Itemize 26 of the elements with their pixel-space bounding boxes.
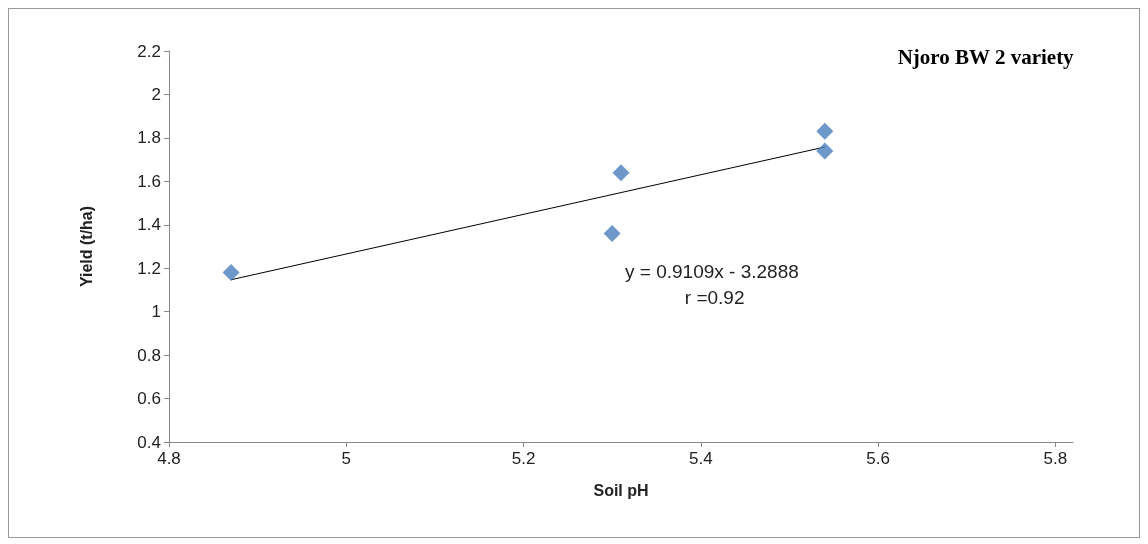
point xyxy=(603,224,621,242)
point xyxy=(612,164,630,182)
x-tick-label: 5 xyxy=(341,449,351,468)
annotation: y = 0.9109x - 3.2888 xyxy=(625,261,799,282)
chart-title: Njoro BW 2 variety xyxy=(897,44,1075,69)
point xyxy=(816,142,834,160)
x-tick-label: 5.8 xyxy=(1043,449,1068,468)
x-tick-label: 4.8 xyxy=(157,449,181,468)
x-axis-title: Soil pH xyxy=(593,481,649,499)
x-tick-label: 5.4 xyxy=(688,449,713,468)
y-tick-label: 1 xyxy=(151,302,161,322)
y-tick-label: 1.2 xyxy=(137,258,161,278)
y-tick-label: 0.8 xyxy=(137,345,161,365)
y-tick-label: 1.8 xyxy=(137,128,161,148)
y-tick-label: 2 xyxy=(151,84,161,104)
point xyxy=(222,264,240,282)
y-tick-label: 1.6 xyxy=(137,171,161,191)
x-tick-label: 5.6 xyxy=(866,449,890,468)
y-tick-label: 0.4 xyxy=(137,432,161,452)
y-tick-label: 1.4 xyxy=(137,215,161,235)
y-axis-title: Yield (t/ha) xyxy=(77,205,95,288)
annotation: r =0.92 xyxy=(684,287,745,308)
x-tick-label: 5.2 xyxy=(511,449,536,468)
point xyxy=(816,122,834,140)
y-tick-label: 0.6 xyxy=(137,389,161,409)
y-tick-label: 2.2 xyxy=(137,41,161,61)
